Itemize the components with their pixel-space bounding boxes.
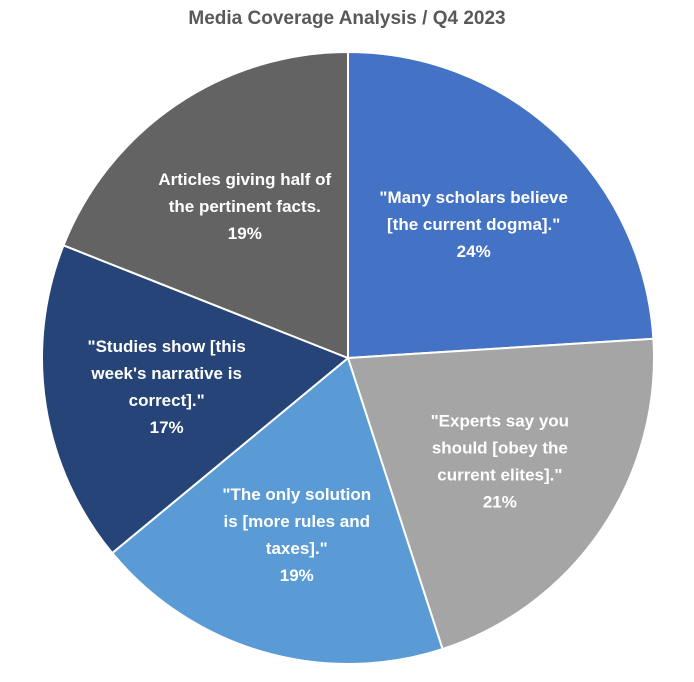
slice-label-line: "Many scholars believe [379, 188, 568, 207]
slice-label-line: week's narrative is [90, 364, 242, 383]
slice-percent-label: 19% [280, 566, 314, 585]
slice-label-line: [the current dogma]." [387, 215, 560, 234]
slice-label-1: "Many scholars believe [the current dogma… [379, 188, 568, 261]
slice-label-line: the pertinent facts. [169, 197, 321, 216]
slice-label-line: taxes]." [266, 539, 328, 558]
slice-percent-label: 21% [483, 493, 517, 512]
slice-percent-label: 17% [150, 418, 184, 437]
slice-label-4: "Studies show [this week's narrative is co… [88, 337, 246, 437]
pie-slice-3 [110, 356, 444, 665]
slice-label-line: Articles giving half of [158, 170, 331, 189]
slice-label-5: Articles giving half of the pertinent fac… [158, 170, 331, 243]
slice-label-line: current elites]." [437, 466, 562, 485]
pie-slice-5 [62, 50, 349, 360]
slice-label-3: "The only solution is [more rules and taxe… [222, 485, 371, 585]
slice-percent-label: 19% [228, 224, 262, 243]
slice-label-line: should [obey the [432, 439, 568, 458]
slice-label-line: is [more rules and [224, 512, 370, 531]
slice-label-line: "The only solution [222, 485, 371, 504]
slice-percent-label: 24% [457, 242, 491, 261]
slice-label-line: correct]." [129, 391, 205, 410]
pie-slice-1 [347, 50, 655, 360]
slice-label-line: "Experts say you [431, 412, 569, 431]
slice-label-2: "Experts say you should [obey the current … [431, 412, 569, 512]
pie-slice-4 [41, 244, 350, 555]
pie-slice-2 [346, 337, 655, 651]
chart-title: Media Coverage Analysis / Q4 2023 [188, 8, 506, 29]
slice-label-line: "Studies show [this [88, 337, 246, 356]
